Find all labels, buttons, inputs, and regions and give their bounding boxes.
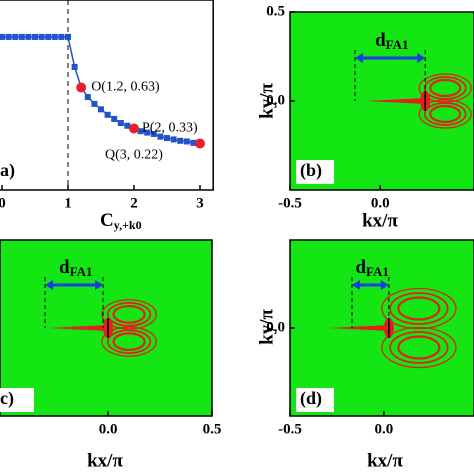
orbit	[418, 99, 472, 129]
marker	[157, 133, 164, 140]
y-tick-label: 0.5	[266, 3, 285, 19]
point	[129, 123, 139, 134]
point-label: P(2, 0.33)	[142, 121, 198, 136]
marker	[51, 33, 58, 40]
marker	[104, 111, 111, 118]
marker	[164, 135, 170, 142]
marker	[45, 33, 52, 40]
orbit	[101, 326, 157, 357]
marker	[124, 122, 131, 129]
panel-label: (d)	[300, 388, 322, 409]
annotation: dFA1	[375, 30, 408, 52]
marker	[38, 33, 45, 40]
x-tick-label: 1	[64, 195, 72, 211]
y-label: ky/π	[256, 83, 277, 119]
x-label: kx/π	[367, 450, 403, 471]
x-label: kx/π	[87, 450, 123, 471]
x-tick-label: 0.0	[371, 195, 390, 211]
phase-background	[289, 239, 474, 417]
arrow-head	[352, 280, 389, 290]
orbit	[106, 329, 152, 354]
marker	[32, 33, 38, 40]
orbit	[423, 102, 467, 126]
label-box	[296, 160, 334, 184]
orbit	[101, 299, 157, 330]
x-tick-label: 0	[0, 195, 6, 211]
orbit	[397, 296, 441, 321]
marker	[150, 130, 157, 137]
marker	[18, 33, 25, 40]
orbit	[389, 292, 449, 325]
arrow-head	[355, 53, 426, 63]
marker	[58, 33, 65, 40]
orbit	[418, 73, 472, 103]
marker	[71, 63, 78, 70]
orbit	[429, 104, 462, 124]
y-tick-label: 0.0	[266, 92, 285, 108]
y-tick-label: 0.0	[266, 319, 285, 335]
separatrix	[328, 325, 389, 331]
x-label: kx/π	[362, 210, 398, 231]
marker	[170, 136, 177, 143]
marker	[0, 33, 6, 40]
panel-label: c)	[0, 388, 14, 409]
panel-label: a)	[0, 160, 15, 181]
marker	[144, 129, 151, 136]
marker	[84, 94, 91, 101]
point	[76, 82, 87, 93]
label-box	[296, 388, 334, 412]
x-tick-label: 0.0	[99, 421, 118, 437]
orbit	[381, 287, 457, 330]
separatrix	[48, 325, 109, 331]
annotation: dFA1	[59, 257, 92, 279]
marker	[183, 138, 190, 145]
orbit	[389, 331, 449, 364]
marker	[137, 128, 144, 135]
orbit	[112, 304, 146, 324]
orbit	[381, 326, 457, 369]
marker	[25, 33, 32, 40]
marker	[111, 115, 118, 122]
x-tick-label: 2	[130, 195, 138, 211]
x-tick-label: 0.5	[203, 421, 222, 437]
x-tick-label: 3	[196, 195, 204, 211]
frame	[0, 0, 214, 191]
orbit	[397, 335, 441, 360]
marker	[91, 100, 98, 107]
panel-label: (b)	[300, 160, 322, 181]
marker	[98, 106, 104, 113]
marker	[65, 33, 71, 40]
y-label: ky/π	[256, 309, 277, 345]
orbit	[112, 332, 146, 352]
orbit	[429, 78, 462, 98]
point-label: O(1.2, 0.63)	[91, 80, 160, 95]
marker	[190, 139, 197, 146]
separatrix	[365, 98, 426, 104]
marker	[5, 33, 12, 40]
annotation: dFA1	[355, 257, 388, 279]
x-tick-label: -0.5	[278, 421, 302, 437]
label-box	[0, 388, 34, 412]
x-label: Cy,+k0	[100, 210, 142, 231]
point	[195, 138, 205, 149]
x-tick-label: 0.0	[375, 421, 394, 437]
point-label: Q(3, 0.22)	[105, 148, 163, 163]
marker	[12, 33, 19, 40]
x-tick-label: -0.5	[278, 195, 302, 211]
marker	[177, 137, 184, 144]
marker	[117, 120, 124, 127]
orbit	[106, 302, 152, 327]
